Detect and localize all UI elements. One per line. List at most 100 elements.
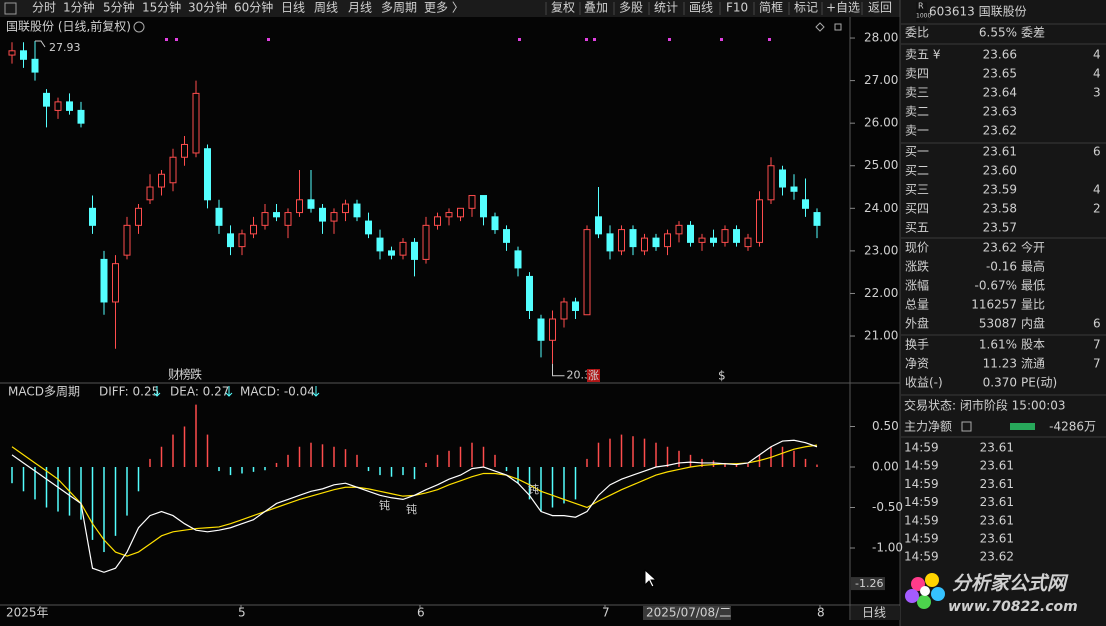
candle-body [399,241,407,256]
indicator-name: MACD多周期 [8,385,80,399]
candle-body [664,233,671,248]
trade-status: 交易状态: 闭市阶段 15:00:03 [904,398,1066,413]
diamond-icon[interactable] [815,22,825,32]
macd-tick-label: 0.50 [872,419,899,433]
price-tick-label: 27.00 [864,73,898,87]
flow-value: -4286万 [1049,420,1096,434]
stat-label: 涨幅 [905,278,929,293]
candle-body [537,318,545,341]
flow-icon [961,421,972,432]
tick-price: 23.61 [980,477,1014,491]
candle-body [169,156,177,184]
book-qty: 2 [1093,202,1101,216]
dea-label: DEA: 0.27 [170,385,229,399]
candle-body [20,50,27,60]
window-icon[interactable] [834,23,842,31]
event-marker[interactable]: 财 [168,368,180,382]
period-tab[interactable]: 5分钟 [103,0,135,15]
tool-button[interactable]: 复权 [551,1,575,15]
book-qty: 3 [1093,86,1101,100]
candle-body [468,195,476,209]
period-tab[interactable]: 日线 [281,1,305,15]
stat-label: 净资 [905,357,929,371]
event-dot [267,38,270,41]
macd-tick-label: -0.50 [872,500,903,514]
event-marker[interactable]: 跌 [190,367,202,382]
time-label: 5 [238,606,246,620]
tool-button[interactable]: 简框 [759,1,783,15]
blunt-label: 钝 [406,502,417,516]
book-label: 卖一 [905,124,929,138]
book-price: 23.63 [983,105,1017,119]
settings-icon[interactable] [133,21,145,33]
tick-price: 23.61 [980,513,1014,527]
time-label: 2025年 [6,606,49,620]
candle-body [66,101,73,111]
book-price: 23.57 [983,221,1017,235]
candle-body [503,229,510,243]
stat-value: 0.370 [983,376,1017,390]
period-tab[interactable]: 月线 [348,1,372,15]
time-label: 8 [817,606,825,620]
tick-price: 23.61 [980,532,1014,546]
tick-time: 14:59 [904,477,939,491]
tick-time: 14:59 [904,513,939,527]
stat-label: 涨跌 [905,259,929,274]
period-tab[interactable]: 15分钟 [142,0,181,15]
period-tab[interactable]: 分时 [32,1,56,15]
candle-body [238,233,246,248]
period-box [851,606,900,620]
period-tab[interactable]: 周线 [314,1,338,15]
tool-button[interactable]: 叠加 [584,1,608,15]
book-label: 卖四 [905,67,929,81]
menu-icon[interactable] [4,2,17,15]
tool-button[interactable]: F10 [726,1,748,15]
tick-price: 23.61 [980,459,1014,473]
candle-body [181,143,188,158]
tick-time: 14:59 [904,441,939,455]
badge-bg [587,369,600,382]
blunt-label: 钝 [379,498,390,512]
badge[interactable]: 涨 [588,369,599,382]
tick-price: 23.61 [980,441,1014,455]
candle-body [790,186,798,192]
candle-body [227,233,234,248]
tool-button[interactable]: 多股 [619,1,643,15]
tool-button[interactable]: 标记 [794,1,818,15]
ratio-value: 6.55% [979,26,1017,40]
tool-button[interactable]: 返回 [868,1,892,15]
period-tab[interactable]: 1分钟 [63,0,95,15]
tool-button[interactable]: 统计 [654,1,678,15]
period-tab[interactable]: 30分钟 [188,0,227,15]
event-dot [165,38,168,41]
stat-label: 收益(-) [905,376,943,390]
tick-time: 14:59 [904,532,939,546]
book-label: 卖五 ¥ [905,48,941,62]
badge[interactable]: $ [718,369,726,383]
period-tab[interactable]: 更多 〉 [424,1,464,15]
book-price: 23.61 [983,145,1017,159]
period-tab[interactable]: 60分钟 [234,0,273,15]
period-tab[interactable]: 多周期 [381,1,417,15]
candle-body [284,212,292,226]
candle-body [8,50,16,56]
ratio-label: 委比 [905,26,929,40]
candle-body [744,237,752,248]
stat-label: 内盘 [1021,316,1045,331]
chart-title: 国联股份 (日线,前复权) [6,19,131,34]
tool-button[interactable]: +自选 [826,1,860,15]
candle-body [353,203,361,218]
candle-body [296,199,303,214]
candle-body [721,229,729,243]
candle-body [100,258,108,303]
candle-body [411,241,418,260]
candle-body [135,207,142,226]
book-label: 买三 [905,183,929,197]
candle-body [491,216,499,231]
stat-label: 总量 [905,298,929,312]
event-marker[interactable]: 榜 [179,367,191,382]
tool-button[interactable]: 画线 [689,1,713,15]
candle-body [146,186,154,201]
candle-body [560,301,568,320]
